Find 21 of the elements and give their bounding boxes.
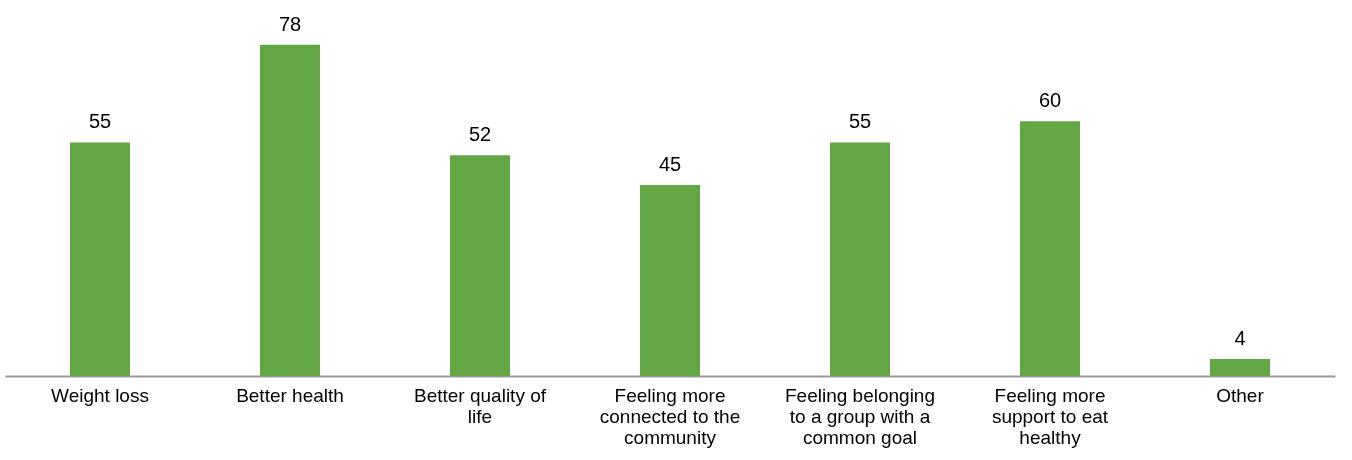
x-tick-label: Better quality of life bbox=[413, 384, 547, 427]
x-tick-label: Other bbox=[1216, 384, 1265, 406]
data-label: 60 bbox=[1038, 89, 1062, 112]
bar bbox=[70, 142, 130, 376]
data-label: 78 bbox=[278, 12, 302, 35]
x-tick-label: Better health bbox=[236, 384, 344, 406]
data-label: 4 bbox=[1234, 327, 1246, 350]
x-tick-label: Feeling belonging to a group with a common goal bbox=[784, 384, 936, 448]
bar bbox=[450, 155, 510, 376]
x-tick-label: Feeling more support to eat healthy bbox=[991, 384, 1109, 448]
bar bbox=[830, 142, 890, 376]
data-label: 55 bbox=[848, 110, 872, 133]
bar bbox=[260, 44, 320, 376]
x-tick-label: Weight loss bbox=[51, 384, 149, 406]
x-tick-label: Feeling more connected to the community bbox=[599, 384, 741, 448]
data-label: 45 bbox=[658, 152, 682, 175]
bar bbox=[640, 184, 700, 376]
bar bbox=[1210, 359, 1270, 376]
data-label: 52 bbox=[468, 123, 492, 146]
data-label: 55 bbox=[88, 110, 112, 133]
bar bbox=[1020, 121, 1080, 376]
